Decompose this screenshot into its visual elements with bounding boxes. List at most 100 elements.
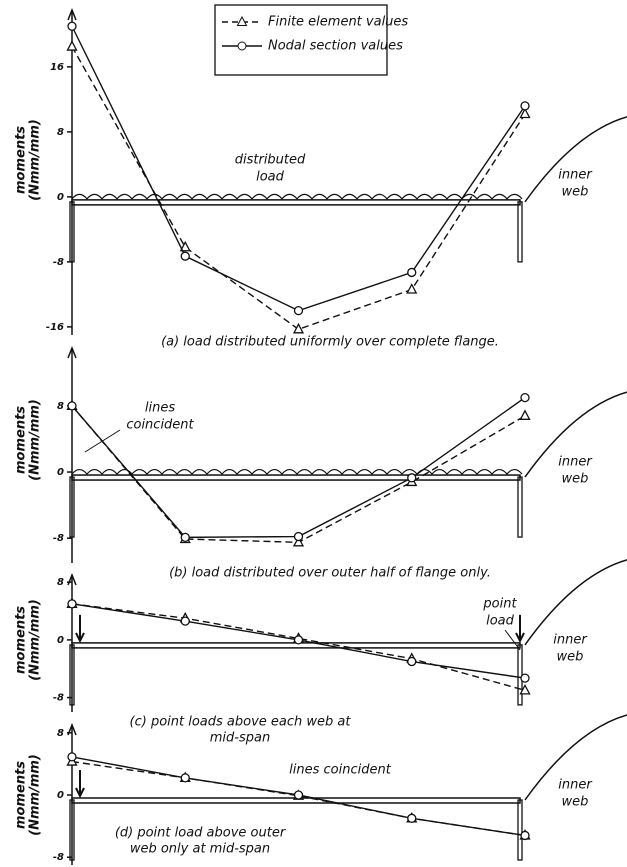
circle-marker <box>407 813 417 823</box>
y-label-line: (Nmm/mm) <box>28 599 43 681</box>
y-tick-label: 0 <box>57 467 64 478</box>
y-label-line: moments <box>14 761 29 829</box>
web <box>517 201 523 263</box>
flange <box>71 474 521 481</box>
y-tick-label: -8 <box>53 852 64 863</box>
triangle-marker <box>179 240 191 252</box>
web <box>69 799 75 861</box>
circle-marker <box>293 790 304 800</box>
caption: (c) point loads above each web at <box>130 715 352 730</box>
circle-marker <box>520 392 530 403</box>
axis-arrow <box>67 345 77 359</box>
annotation: web <box>557 650 584 665</box>
inner-web-curve <box>524 391 627 478</box>
y-label: moments (Nmm/mm) <box>14 754 43 836</box>
y-label-line: moments <box>14 126 29 194</box>
circle-marker <box>520 673 530 683</box>
circle-marker <box>67 752 77 762</box>
axis-arrow <box>67 722 77 736</box>
annotation: web <box>562 185 589 200</box>
circle-marker <box>407 267 417 278</box>
inner-web-curve <box>524 714 627 801</box>
circle-marker <box>180 773 190 783</box>
circle-marker <box>67 401 77 411</box>
y-label-line: (Nmm/mm) <box>28 754 43 836</box>
inner-web-curve <box>524 116 627 203</box>
annotation: lines coincident <box>289 763 392 778</box>
caption: web only at mid-span <box>130 842 270 857</box>
circle-marker <box>180 251 190 261</box>
leader-line <box>504 629 521 651</box>
web <box>517 799 523 861</box>
triangle-marker <box>519 107 531 119</box>
circle-marker <box>67 21 77 31</box>
distributed-load <box>71 468 523 475</box>
y-tick-label: 8 <box>57 401 64 412</box>
legend-marker <box>237 41 247 51</box>
web <box>517 644 523 706</box>
annotation: distributed <box>235 153 306 168</box>
triangle-marker <box>66 40 78 51</box>
annotation: inner <box>558 168 593 183</box>
y-tick-label: -8 <box>53 257 64 268</box>
axis-arrow <box>67 7 77 21</box>
triangle-marker <box>292 535 305 547</box>
circle-marker <box>293 635 304 645</box>
series-line <box>71 603 526 692</box>
y-label-line: (Nmm/mm) <box>28 399 43 481</box>
caption: (b) load distributed over outer half of … <box>169 566 491 581</box>
annotation: web <box>562 795 589 810</box>
annotation: load <box>486 614 515 629</box>
annotation: inner <box>558 778 593 793</box>
circle-marker <box>180 616 190 626</box>
circle-marker <box>407 656 417 667</box>
y-tick-label: 8 <box>57 127 64 138</box>
circle-marker <box>520 101 530 111</box>
annotation: point <box>482 597 517 612</box>
annotation: inner <box>553 633 588 648</box>
annotation: load <box>256 170 285 185</box>
inner-web-curve <box>524 559 627 646</box>
y-tick-label: -8 <box>53 533 64 544</box>
caption: (d) point load above outer <box>115 826 287 841</box>
legend-label: Nodal section values <box>268 39 403 54</box>
legend-label: Finite element values <box>268 15 408 30</box>
y-label: moments (Nmm/mm) <box>14 119 43 201</box>
y-label-line: (Nmm/mm) <box>28 119 43 201</box>
y-tick-label: 8 <box>57 728 64 739</box>
triangle-marker <box>406 283 418 294</box>
legend-box <box>214 4 388 76</box>
web <box>69 476 75 538</box>
circle-marker <box>520 830 530 841</box>
caption: (a) load distributed uniformly over comp… <box>161 335 499 350</box>
y-tick-label: -16 <box>46 322 64 333</box>
legend-marker <box>236 15 248 26</box>
y-tick-label: 0 <box>57 192 64 203</box>
web <box>69 644 75 706</box>
leader-line <box>84 429 121 453</box>
point-load-arrow <box>515 614 525 644</box>
web <box>69 201 75 263</box>
y-tick-label: 0 <box>57 635 64 646</box>
y-tick-label: 16 <box>50 62 64 73</box>
point-load-arrow <box>75 770 85 799</box>
circle-marker <box>67 599 77 609</box>
y-tick-label: 8 <box>57 577 64 588</box>
circle-marker <box>293 531 304 542</box>
caption: mid-span <box>210 731 270 746</box>
point-load-arrow <box>75 614 85 644</box>
triangle-marker <box>519 683 531 695</box>
y-label: moments (Nmm/mm) <box>14 599 43 681</box>
y-label-line: moments <box>14 606 29 674</box>
y-tick-label: 0 <box>57 790 64 801</box>
annotation: coincident <box>126 418 194 433</box>
circle-marker <box>180 532 190 543</box>
distributed-load <box>71 193 523 200</box>
annotation: inner <box>558 455 593 470</box>
series-line <box>71 46 526 331</box>
circle-marker <box>293 305 304 316</box>
triangle-marker <box>292 322 305 334</box>
y-label: moments (Nmm/mm) <box>14 399 43 481</box>
